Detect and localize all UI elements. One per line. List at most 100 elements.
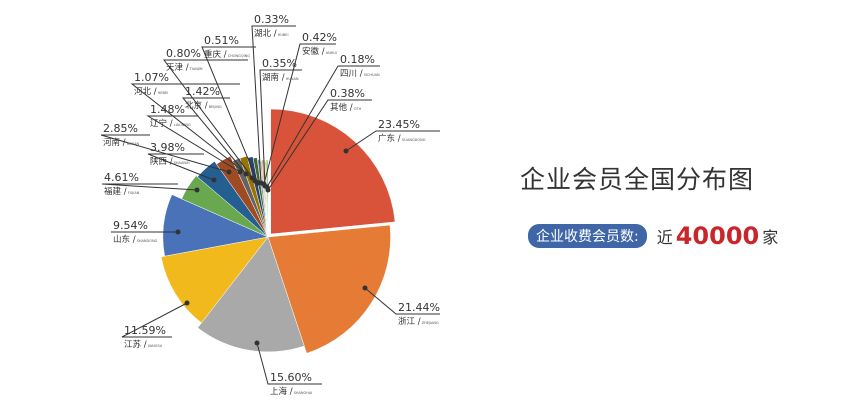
leader-line <box>345 130 440 152</box>
category-label: 四川 / <box>340 69 363 79</box>
category-label: 江苏 / <box>124 339 147 350</box>
leader-line <box>101 183 198 191</box>
data-label: 23.45% <box>378 118 420 131</box>
leader-line <box>100 134 230 173</box>
slice-label-guangdong: 23.45% 广东 / GUANGDONG <box>343 118 440 154</box>
category-label-en: HUNAN <box>286 77 299 81</box>
leader-line <box>256 342 322 385</box>
slice-label-liaoning: 1.48% 辽宁 / LIAONING <box>146 103 243 175</box>
leader-dot <box>362 285 368 291</box>
leader-line <box>201 46 259 184</box>
category-label: 湖北 / <box>254 29 277 39</box>
category-label-en: BEIJING <box>209 105 222 109</box>
leader-line <box>146 115 241 173</box>
data-label: 0.51% <box>204 34 239 47</box>
chart-title: 企业会员全国分布图 <box>520 165 755 194</box>
category-label: 上海 / <box>270 386 293 397</box>
leader-dot <box>237 169 243 175</box>
member-count: 企业收费会员数: 近 40000 家 <box>528 222 778 250</box>
data-label: 9.54% <box>113 219 148 232</box>
category-label-en: SHAANXI <box>174 161 190 165</box>
leader-line <box>162 59 256 182</box>
pie-slice-guangdong <box>270 108 396 235</box>
category-label-en: HEBEI <box>158 91 169 95</box>
pie-slice-oth <box>265 159 269 238</box>
data-label: 3.98% <box>150 141 185 154</box>
category-label: 其他 / <box>330 102 353 113</box>
leader-line <box>121 302 188 338</box>
pie-slice-shandong <box>162 194 269 257</box>
member-count-badge: 企业收费会员数: <box>528 224 647 248</box>
data-label: 0.38% <box>330 87 365 100</box>
leader-line <box>266 65 380 188</box>
pie-slice-tianjin <box>252 157 269 238</box>
data-label: 1.42% <box>185 85 220 98</box>
slice-label-zhejiang: 21.44% 浙江 / ZHEJIANG <box>362 285 440 327</box>
category-label-en: FUJIAN <box>128 191 140 195</box>
data-label: 0.18% <box>340 53 375 66</box>
leader-dot <box>194 187 200 193</box>
slice-label-shandong: 9.54% 山东 / SHANDONG <box>111 219 181 245</box>
leader-dot <box>254 340 260 346</box>
leader-dot <box>211 177 217 183</box>
category-label: 福建 / <box>104 186 127 197</box>
slice-label-oth: 0.38% 其他 / OTH <box>265 87 372 193</box>
slice-label-hunan: 0.35% 湖南 / HUNAN <box>259 57 302 189</box>
category-label-en: CHONGQING <box>228 54 251 58</box>
category-label: 辽宁 / <box>150 118 173 129</box>
category-label: 山东 / <box>113 234 136 245</box>
leader-dot <box>265 187 271 193</box>
data-label: 15.60% <box>270 371 312 384</box>
data-label: 2.85% <box>103 122 138 135</box>
leader-line <box>364 287 440 315</box>
pie-slice-shanghai <box>197 236 305 353</box>
category-label-en: ZHEJIANG <box>422 321 439 325</box>
data-label: 4.61% <box>104 171 139 184</box>
category-label: 河北 / <box>134 86 157 97</box>
category-label: 安徽 / <box>302 46 325 57</box>
leader-line <box>130 83 253 179</box>
category-label-en: OTH <box>354 107 362 111</box>
category-label: 北京 / <box>185 100 208 111</box>
category-label: 河南 / <box>103 137 126 148</box>
category-label-en: SHANDONG <box>137 239 158 243</box>
category-label-en: LIAONING <box>174 123 191 127</box>
leader-line <box>181 97 247 175</box>
data-label: 21.44% <box>398 301 440 314</box>
category-label-en: GUANGDONG <box>402 138 426 142</box>
leader-line <box>259 69 302 187</box>
category-label: 重庆 / <box>204 49 227 60</box>
slice-label-sichuan: 0.18% 四川 / SICHUAN <box>264 53 380 190</box>
pie-slice-zhejiang <box>267 224 391 354</box>
leader-line <box>267 99 372 191</box>
leader-dot <box>226 169 232 175</box>
category-label-en: ANHUI <box>326 51 337 55</box>
category-label-en: JIANGSU <box>147 344 163 348</box>
pie-slice-liaoning <box>232 157 269 238</box>
data-label: 0.33% <box>254 13 289 26</box>
pie-slice-fujian <box>181 175 269 238</box>
leader-line <box>263 43 336 185</box>
pie-slice-henan <box>216 155 269 238</box>
slice-label-fujian: 4.61% 福建 / FUJIAN <box>101 171 200 197</box>
category-label-en: HUBEI <box>278 33 289 37</box>
leader-dot <box>343 148 349 154</box>
data-label: 11.59% <box>124 324 166 337</box>
leader-line <box>147 153 215 181</box>
category-label-en: SHANGHAI <box>294 391 313 395</box>
category-label-en: HENAN <box>127 142 140 146</box>
member-count-unit: 家 <box>762 228 779 247</box>
category-label: 广东 / <box>378 133 401 144</box>
data-label: 0.42% <box>302 31 337 44</box>
data-label: 1.48% <box>150 103 185 116</box>
leader-dot <box>184 300 190 306</box>
slice-label-shaanxi: 3.98% 陕西 / SHAANXI <box>147 141 217 183</box>
category-label: 天津 / <box>166 62 189 73</box>
slice-label-shanghai: 15.60% 上海 / SHANGHAI <box>254 340 322 397</box>
slice-label-henan: 2.85% 河南 / HENAN <box>100 122 232 175</box>
category-label: 湖南 / <box>262 72 285 83</box>
member-count-value: 40000 <box>675 222 760 250</box>
category-label: 浙江 / <box>398 316 421 327</box>
category-label-en: TIANJIN <box>189 67 203 71</box>
